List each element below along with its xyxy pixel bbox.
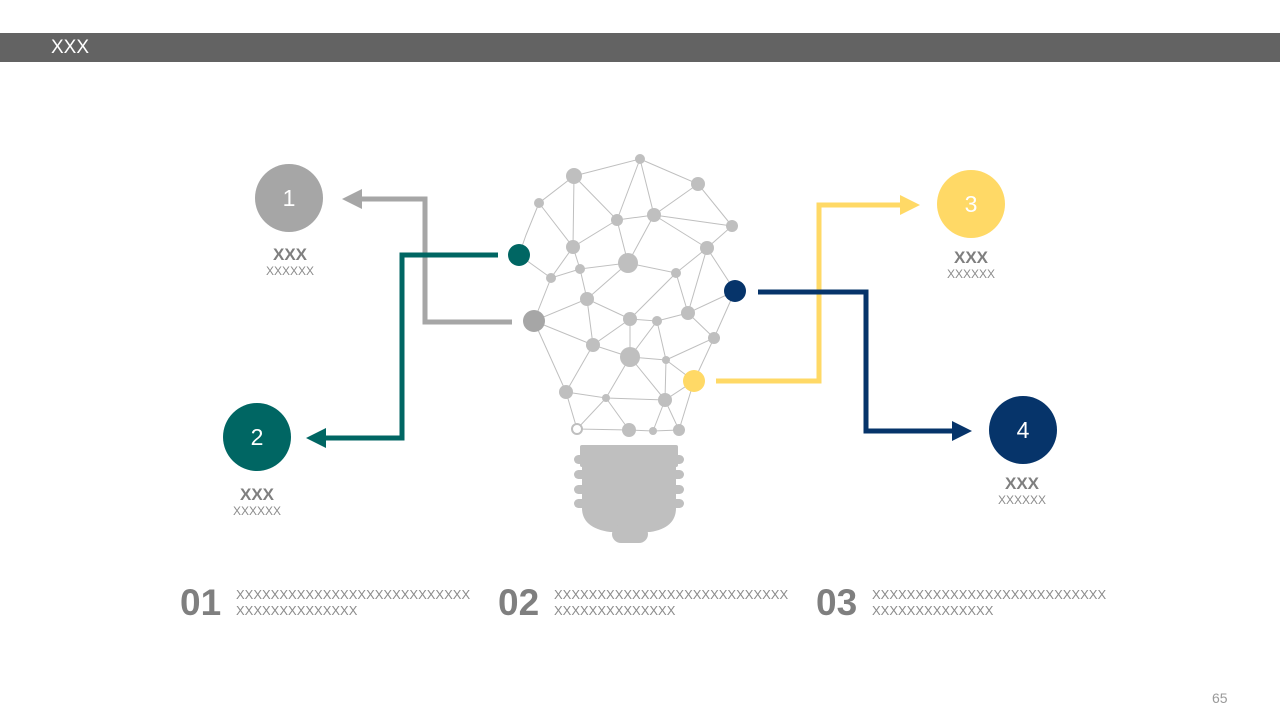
header-bar: XXX [0,33,1280,62]
text-block-02-text: XXXXXXXXXXXXXXXXXXXXXXXXXXXXXXXXXXXXXXXX… [554,587,789,618]
node-2-caption: XXX XXXXXX [197,485,317,518]
connector-2 [306,252,498,448]
bulb-network [518,157,736,432]
node-4-title: XXX [1004,474,1040,493]
node-4-subtitle: XXXXXX [997,493,1047,507]
text-block-01-text: XXXXXXXXXXXXXXXXXXXXXXXXXXXXXXXXXXXXXXXX… [236,587,471,618]
source-dot-1 [523,310,545,332]
source-dot-3 [683,370,705,392]
bulb-base [574,445,684,543]
node-1-subtitle: XXXXXX [265,264,315,278]
node-2-title: XXX [239,485,275,504]
text-block-03-text: XXXXXXXXXXXXXXXXXXXXXXXXXXXXXXXXXXXXXXXX… [872,587,1107,618]
text-block-01-number: 01 [180,582,222,623]
node-2-subtitle: XXXXXX [232,504,282,518]
node-2-number: 2 [250,423,264,450]
node-3-circle: 3 [937,170,1005,238]
header-title: XXX [51,37,90,58]
node-4-number: 4 [1016,416,1030,443]
text-block-02: 02 XXXXXXXXXXXXXXXXXXXXXXXXXXXXXXXXXXXXX… [498,583,798,627]
node-1-number: 1 [282,184,296,211]
node-1-title: XXX [272,245,308,264]
text-block-01: 01 XXXXXXXXXXXXXXXXXXXXXXXXXXXXXXXXXXXXX… [180,583,480,627]
text-block-02-number: 02 [498,582,540,623]
source-dot-4 [724,280,746,302]
node-3-number: 3 [964,190,978,217]
connector-4 [758,289,972,441]
bulb-nodes [534,154,738,437]
text-block-03: 03 XXXXXXXXXXXXXXXXXXXXXXXXXXXXXXXXXXXXX… [816,583,1116,627]
text-block-03-number: 03 [816,582,858,623]
node-1-circle: 1 [255,164,323,232]
node-3-subtitle: XXXXXX [946,267,996,281]
page-number: 65 [1212,690,1228,706]
node-3-title: XXX [953,248,989,267]
node-4-caption: XXX XXXXXX [962,474,1082,507]
node-2-circle: 2 [223,403,291,471]
node-3-caption: XXX XXXXXX [911,248,1031,281]
node-1-caption: XXX XXXXXX [230,245,350,278]
source-dot-2 [508,244,530,266]
node-4-circle: 4 [989,396,1057,464]
connector-1 [342,189,512,325]
